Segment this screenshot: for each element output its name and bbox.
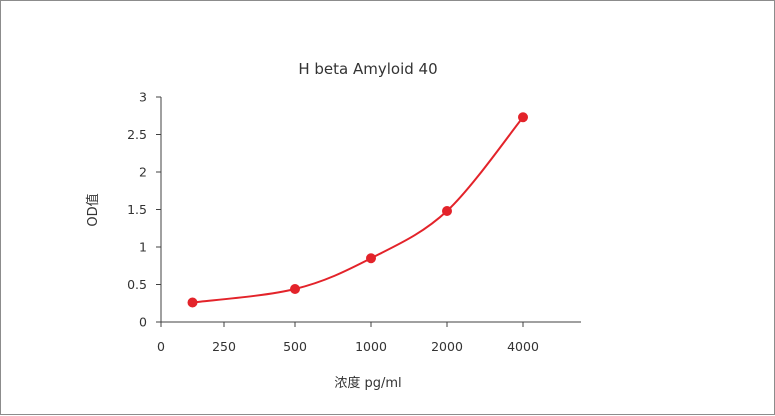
x-axis-label: 浓度 pg/ml	[334, 375, 401, 391]
x-tick-label: 250	[212, 339, 236, 354]
fit-curve	[192, 116, 524, 304]
y-axis-label: OD值	[85, 193, 101, 226]
y-tick-label: 0.5	[127, 277, 147, 292]
y-tick-label: 1	[139, 240, 147, 255]
data-point	[290, 284, 300, 294]
y-tick-label: 3	[139, 90, 147, 105]
y-axis-ticks: 0 0.5 1 1.5 2 2.5 3	[127, 90, 161, 330]
x-axis-ticks: 0 250 500 1000 2000 4000	[157, 322, 539, 354]
x-tick-label: 2000	[431, 339, 463, 354]
x-tick-label: 0	[157, 339, 165, 354]
x-tick-label: 500	[283, 339, 307, 354]
y-tick-label: 2	[139, 165, 147, 180]
y-tick-label: 1.5	[127, 202, 147, 217]
data-point	[366, 253, 376, 264]
x-tick-label: 4000	[507, 339, 539, 354]
y-tick-label: 0	[139, 315, 147, 330]
chart-title: H beta Amyloid 40	[298, 60, 437, 78]
data-point	[518, 112, 528, 123]
x-tick-label: 1000	[355, 339, 387, 354]
data-point	[442, 206, 452, 216]
y-tick-label: 2.5	[127, 127, 147, 142]
data-point	[187, 297, 198, 308]
series-layer	[187, 112, 528, 308]
